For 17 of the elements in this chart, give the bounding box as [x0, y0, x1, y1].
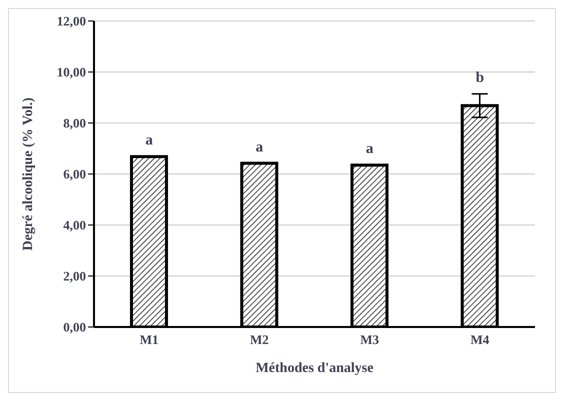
annotation: a [145, 132, 154, 149]
x-tick-label: M3 [360, 332, 380, 348]
annotation: a [366, 141, 374, 158]
x-tick-label: M2 [250, 332, 269, 348]
annotation: a [256, 139, 264, 156]
y-tick-label: 10,00 [56, 64, 86, 80]
y-tick-label: 2,00 [63, 268, 86, 284]
y-tick-label: 4,00 [63, 218, 86, 233]
x-tick-label: M4 [470, 332, 490, 348]
x-tick-label: M1 [140, 332, 159, 348]
y-axis-title: Degré alcoolique (% Vol.) [20, 97, 36, 251]
y-tick-label: 8,00 [63, 116, 86, 131]
y-tick-label: 6,00 [63, 166, 86, 182]
y-tick-label: 12,00 [56, 14, 86, 29]
annotation: b [476, 70, 484, 86]
y-tick-label: 0,00 [63, 320, 86, 335]
x-axis-title: Méthodes d'analyse [256, 361, 374, 376]
